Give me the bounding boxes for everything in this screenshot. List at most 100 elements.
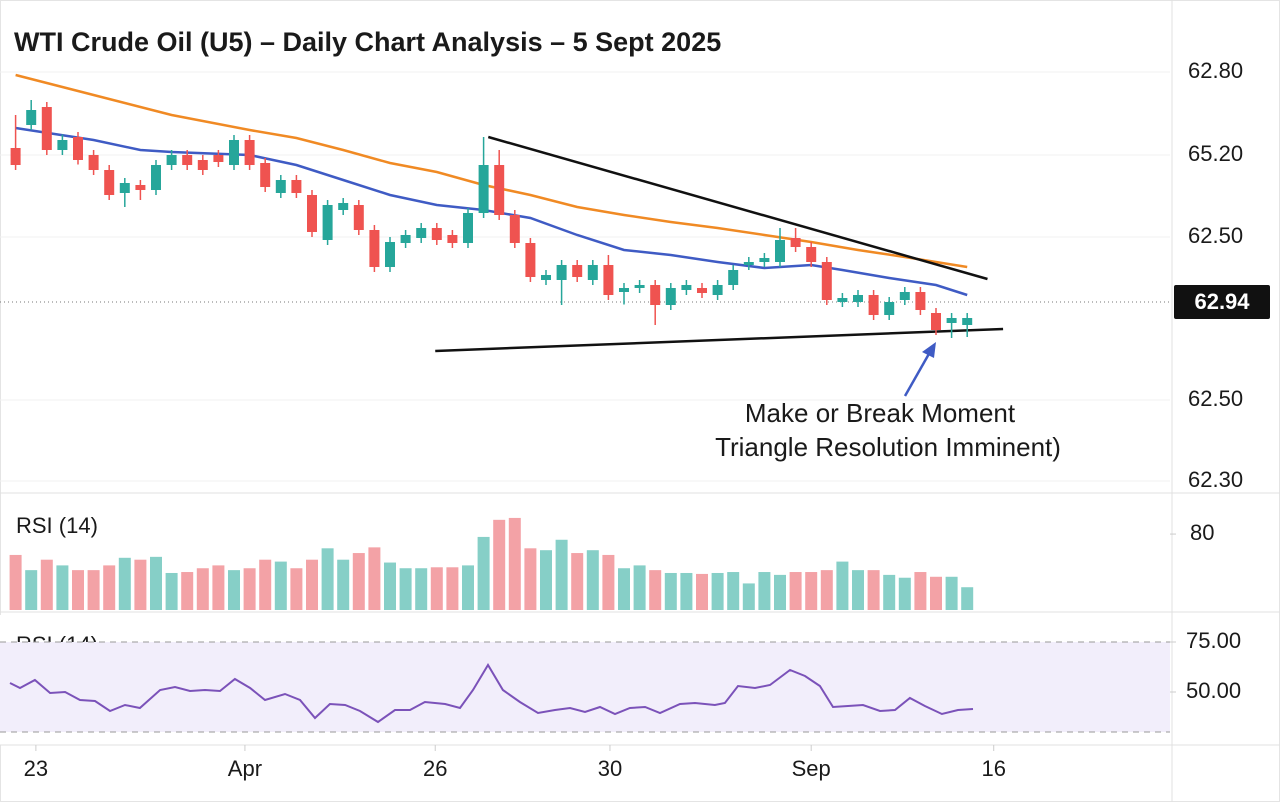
bar	[742, 583, 755, 610]
candle-body	[322, 205, 333, 240]
bar	[867, 570, 880, 610]
candle-body	[41, 107, 52, 150]
bar	[399, 568, 412, 610]
x-tick-label: 26	[423, 756, 447, 781]
bar	[930, 576, 942, 610]
candle-body	[197, 160, 208, 170]
bar	[914, 572, 927, 610]
chart-title: WTI Crude Oil (U5) – Daily Chart Analysi…	[14, 27, 721, 57]
candle-body	[166, 155, 177, 165]
last-price-box	[1174, 285, 1270, 319]
candle-body	[634, 285, 645, 288]
panel-title: RSI (14)	[16, 513, 98, 538]
bar	[945, 576, 958, 610]
candle-body	[712, 285, 723, 295]
candle-body	[431, 228, 442, 240]
candle-body	[962, 318, 973, 325]
bar	[571, 553, 584, 610]
candle-body	[665, 288, 676, 305]
candle-body	[525, 243, 536, 277]
candle-body	[26, 110, 37, 125]
rsi-band	[0, 642, 1170, 732]
bar	[680, 572, 693, 610]
candle-body	[416, 228, 427, 238]
bar	[415, 568, 428, 610]
bar	[321, 548, 334, 610]
bar	[602, 554, 615, 610]
rsi-line	[9, 663, 974, 724]
candle-body	[182, 155, 193, 165]
bar	[118, 557, 131, 610]
candle-body	[697, 288, 707, 293]
bar	[696, 573, 708, 610]
bar	[446, 567, 459, 610]
candle-body	[353, 205, 364, 230]
candle-body	[369, 230, 380, 267]
bar	[274, 561, 287, 610]
candle-body	[307, 195, 317, 232]
bar	[40, 559, 53, 610]
candle-body	[931, 313, 941, 330]
candle-body	[463, 213, 473, 243]
candle-body	[104, 170, 115, 195]
annotation: Triangle Resolution Imminent)	[715, 432, 1061, 462]
candle-body	[603, 265, 614, 295]
candle-body	[572, 265, 583, 277]
bar	[789, 572, 802, 610]
candle-body	[447, 235, 458, 243]
bar	[898, 577, 911, 610]
bar	[337, 559, 350, 610]
candle-body	[151, 165, 161, 190]
candle-body	[10, 148, 21, 165]
bar	[727, 572, 740, 610]
candle-body	[775, 240, 785, 262]
candle-body	[213, 155, 224, 162]
bar	[586, 550, 599, 610]
candle-body	[400, 235, 411, 243]
candle-body	[541, 275, 551, 280]
candle-body	[73, 137, 83, 160]
candle-body	[57, 140, 68, 150]
bar	[820, 570, 833, 610]
bar	[477, 536, 490, 610]
x-tick-label: 23	[24, 756, 48, 781]
candle-body	[338, 203, 349, 210]
bar	[181, 572, 194, 610]
bar	[87, 570, 100, 610]
bar	[618, 568, 630, 610]
candle-body	[275, 180, 286, 193]
last-price-label: 62.94	[1194, 289, 1250, 314]
candle-body	[229, 140, 239, 165]
annotation: Make or Break Moment	[745, 398, 1016, 428]
annotation-arrow	[903, 351, 932, 397]
bar	[243, 568, 256, 610]
bar	[540, 550, 552, 610]
bar	[228, 570, 240, 610]
y-tick-label: 50.00	[1186, 678, 1241, 703]
candle-body	[868, 295, 879, 315]
candle-body	[728, 270, 739, 285]
candle-body	[899, 292, 910, 300]
candle-body	[385, 242, 395, 267]
candle-body	[743, 262, 754, 265]
bar	[212, 565, 225, 610]
candle-body	[821, 262, 832, 300]
bar	[524, 548, 537, 610]
x-tick-label: 30	[598, 756, 622, 781]
candle-body	[650, 285, 661, 305]
bar	[259, 559, 272, 610]
bar	[493, 519, 506, 610]
candle-body	[681, 285, 692, 290]
candle-body	[806, 247, 817, 262]
candle-body	[494, 165, 505, 215]
candle-body	[88, 155, 99, 170]
bar	[56, 565, 69, 610]
x-tick-label: Apr	[228, 756, 262, 781]
candle-body	[915, 292, 926, 310]
arrow-head	[922, 342, 936, 358]
y-tick-label: 80	[1190, 520, 1214, 545]
candle-body	[884, 302, 895, 315]
bar	[711, 572, 724, 610]
bar	[134, 559, 147, 610]
